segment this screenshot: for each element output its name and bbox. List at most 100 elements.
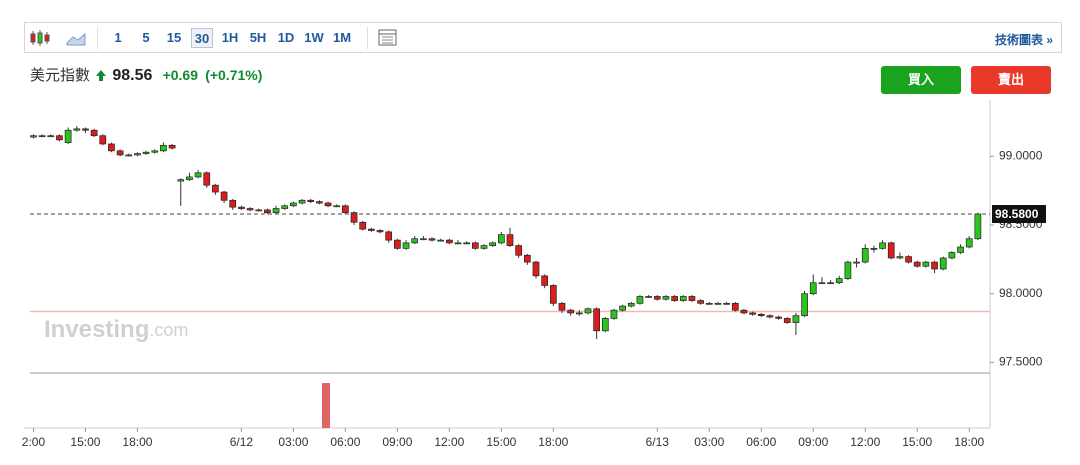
candle-body	[835, 278, 843, 284]
candle-body	[316, 201, 323, 204]
candle-body	[584, 308, 592, 314]
change-percent: (+0.71%)	[205, 67, 263, 83]
candle-body	[394, 239, 401, 249]
quote: 美元指數 98.56 +0.69 (+0.71%)	[30, 64, 262, 85]
candle-body	[151, 150, 159, 153]
candle-body	[298, 199, 306, 204]
last-price-label: 98.5800	[995, 207, 1039, 221]
candle-body	[385, 231, 393, 241]
candle-body	[324, 202, 332, 207]
watermark: Investing.com	[44, 316, 188, 343]
candle-body	[489, 242, 497, 246]
interval-option[interactable]: 1	[114, 30, 122, 45]
sell-button[interactable]: 賣出	[971, 66, 1051, 94]
x-tick-label: 09:00	[382, 435, 412, 449]
candle-body	[402, 242, 410, 249]
last-price-box	[992, 205, 1046, 224]
x-tick-label: 18:00	[538, 435, 568, 449]
candle-body	[420, 238, 427, 241]
candle-body	[186, 176, 193, 181]
candle-body	[463, 242, 471, 245]
area-icon[interactable]	[65, 29, 87, 47]
candle-body	[168, 144, 176, 149]
candle-body	[246, 208, 254, 211]
interval-option[interactable]: 1D	[277, 30, 295, 45]
candle-body	[368, 228, 375, 231]
candle-body	[411, 238, 419, 244]
interval-option[interactable]: 30	[191, 28, 213, 48]
candle-body	[965, 238, 973, 248]
candle-body	[238, 206, 245, 209]
x-tick-label: 6/13	[646, 435, 670, 449]
candle-body	[679, 296, 687, 301]
candle-body	[177, 179, 185, 182]
candle-body	[220, 191, 228, 201]
x-tick-label: 2:00	[22, 435, 46, 449]
candle-body	[272, 208, 280, 213]
interval-option[interactable]: 1W	[304, 30, 324, 45]
candle-body	[853, 261, 860, 264]
x-tick-label: 18:00	[954, 435, 984, 449]
candle-body	[653, 296, 661, 300]
candle-body	[38, 135, 46, 138]
candle-body	[229, 199, 237, 208]
candle-body	[376, 230, 384, 233]
interval-option[interactable]: 1M	[332, 30, 352, 45]
x-tick-label: 06:00	[330, 435, 360, 449]
candle-body	[255, 209, 263, 212]
candle-body	[775, 316, 782, 319]
candle-body	[939, 257, 947, 270]
candle-body	[567, 309, 574, 314]
candle-body	[766, 315, 774, 318]
candle-body	[437, 239, 445, 242]
candle-body	[82, 128, 89, 131]
candle-body	[636, 296, 644, 304]
candle-body	[47, 135, 55, 138]
table-icon[interactable]	[378, 29, 398, 47]
candle-body	[160, 144, 167, 152]
candle-body	[194, 172, 202, 178]
candle-body	[90, 129, 98, 137]
candle-body	[601, 318, 609, 332]
candle-body	[558, 302, 566, 311]
candle-body	[575, 312, 583, 315]
y-tick-label: 99.0000	[999, 148, 1043, 162]
interval-option[interactable]: 5	[142, 30, 150, 45]
candle-body	[957, 246, 964, 253]
candle-body	[333, 205, 341, 208]
interval-option[interactable]: 15	[166, 30, 182, 45]
candle-body	[913, 261, 921, 267]
candle-body	[610, 309, 618, 319]
candle-body	[879, 242, 886, 249]
candle-body	[108, 143, 115, 152]
candle-body	[740, 309, 748, 314]
candle-body	[290, 202, 297, 207]
x-tick-label: 6/12	[230, 435, 254, 449]
candle-icon[interactable]	[29, 29, 51, 47]
candle-body	[792, 315, 800, 323]
interval-option[interactable]: 1H	[221, 30, 239, 45]
candle-body	[870, 248, 878, 250]
candle-body	[428, 238, 436, 241]
price: 98.56	[112, 67, 153, 84]
interval-option[interactable]: 5H	[249, 30, 267, 45]
technical-chart-link[interactable]: 技術圖表 »	[994, 33, 1053, 47]
candle-body	[350, 212, 358, 223]
change: +0.69	[162, 67, 199, 83]
candle-body	[931, 261, 938, 270]
candle-body	[212, 184, 219, 193]
candle-body	[471, 242, 479, 249]
toolbar: 1 5 15 30 1H 5H 1D 1W 1M 技術圖表 »	[24, 22, 1062, 53]
candle-body	[974, 213, 982, 240]
candle-body	[515, 245, 523, 256]
candle-body	[801, 293, 808, 317]
candle-body	[948, 252, 956, 259]
up-arrow	[96, 70, 107, 81]
candle-body	[783, 318, 791, 323]
buy-button[interactable]: 買入	[881, 66, 961, 94]
candle-body	[627, 302, 635, 307]
candle-body	[922, 261, 930, 267]
candle-body	[523, 254, 531, 263]
candle-body	[73, 128, 81, 131]
